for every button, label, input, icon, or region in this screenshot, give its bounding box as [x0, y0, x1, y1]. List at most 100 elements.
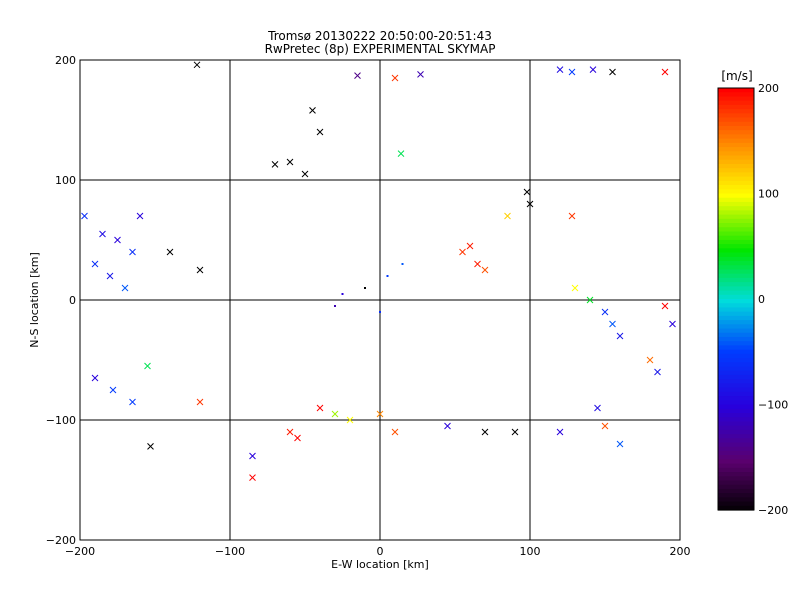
data-point-x: [556, 66, 564, 73]
colorbar-band: [718, 261, 754, 266]
data-point-dot: [334, 305, 336, 307]
colorbar-band: [718, 320, 754, 325]
colorbar-band: [718, 214, 754, 220]
colorbar-band: [718, 239, 754, 245]
colorbar-band: [718, 476, 754, 482]
data-point-x: [144, 362, 151, 370]
data-point-dot: [401, 263, 404, 265]
colorbar-band: [718, 159, 754, 165]
data-point-x: [114, 236, 121, 244]
colorbar-band: [718, 223, 754, 228]
colorbar-band: [718, 434, 754, 439]
colorbar-band: [718, 345, 754, 351]
colorbar-band: [718, 493, 754, 498]
data-point-x: [166, 248, 174, 256]
data-point-x: [271, 161, 279, 168]
colorbar-band: [718, 396, 754, 401]
data-point-x: [91, 374, 99, 382]
colorbar-band: [718, 379, 754, 384]
colorbar-band: [718, 269, 754, 275]
x-tick-label: −200: [65, 545, 95, 558]
data-point-x: [511, 428, 519, 436]
colorbar-band: [718, 315, 754, 321]
colorbar-band: [718, 189, 754, 195]
colorbar-band: [718, 459, 754, 465]
colorbar-band: [718, 121, 754, 127]
colorbar-band: [718, 472, 754, 477]
colorbar-band: [718, 421, 754, 427]
data-point-x: [661, 302, 669, 310]
colorbar-band: [718, 336, 754, 342]
colorbar-band: [718, 100, 754, 106]
data-point-x: [609, 68, 616, 76]
colorbar-band: [718, 417, 754, 422]
colorbar-band: [718, 497, 754, 503]
colorbar-tick-label: 0: [758, 293, 765, 306]
colorbar-band: [718, 425, 754, 431]
colorbar-band: [718, 163, 754, 169]
colorbar-band: [718, 125, 754, 131]
colorbar-band: [718, 383, 754, 389]
colorbar-band: [718, 155, 754, 161]
data-point-x: [459, 248, 466, 256]
colorbar-band: [718, 324, 754, 330]
colorbar-band: [718, 252, 754, 258]
y-tick-label: 100: [55, 174, 76, 187]
colorbar-band: [718, 168, 754, 173]
data-point-x: [568, 212, 576, 220]
colorbar-band: [718, 201, 754, 207]
colorbar-band: [718, 104, 754, 110]
data-point-x: [571, 284, 579, 292]
colorbar-band: [718, 328, 754, 334]
data-point-x: [568, 68, 576, 76]
plot-area: −200 −100 0 100 200 −200 −100 0 100 200: [46, 54, 691, 558]
x-tick-label: 100: [520, 545, 541, 558]
y-tick-label: 200: [55, 54, 76, 67]
colorbar-band: [718, 197, 754, 203]
colorbar-band: [718, 400, 754, 406]
y-tick-label: −200: [46, 534, 76, 547]
data-point-x: [376, 410, 384, 418]
colorbar-band: [718, 109, 754, 114]
data-point-x: [594, 404, 601, 412]
colorbar-band: [718, 176, 754, 182]
data-point-x: [354, 72, 361, 79]
colorbar-band: [718, 282, 754, 287]
colorbar-band: [718, 151, 754, 157]
colorbar-band: [718, 218, 754, 224]
data-point-dot: [379, 311, 381, 313]
colorbar-band: [718, 408, 754, 414]
y-tick-label: −100: [46, 414, 76, 427]
colorbar-band: [718, 290, 754, 296]
colorbar-tick-label: 200: [758, 82, 779, 95]
colorbar-band: [718, 501, 754, 507]
data-point-x: [81, 212, 88, 220]
colorbar-band: [718, 311, 754, 317]
data-point-x: [504, 212, 511, 220]
colorbar-band: [718, 134, 754, 140]
data-point-dot: [386, 275, 389, 277]
data-point-x: [121, 284, 129, 292]
colorbar-band: [718, 277, 754, 283]
colorbar-band: [718, 505, 754, 511]
colorbar-band: [718, 294, 754, 300]
colorbar-band: [718, 446, 754, 452]
colorbar-band: [718, 480, 754, 486]
chart-title: Tromsø 20130222 20:50:00-20:51:43: [267, 29, 492, 43]
data-point-x: [391, 428, 399, 436]
chart-subtitle: RwPretec (8p) EXPERIMENTAL SKYMAP: [265, 42, 496, 56]
colorbar-tick-label: −200: [758, 504, 788, 517]
colorbar-band: [718, 130, 754, 136]
data-point-x: [481, 266, 489, 274]
data-point-x: [193, 61, 201, 69]
colorbar-band: [718, 265, 754, 271]
colorbar-band: [718, 92, 754, 98]
data-point-x: [523, 188, 531, 196]
colorbar-band: [718, 358, 754, 363]
x-tick-label: −100: [215, 545, 245, 558]
data-point-x: [346, 416, 354, 424]
colorbar-band: [718, 429, 754, 435]
colorbar-band: [718, 286, 754, 292]
colorbar-band: [718, 387, 754, 393]
